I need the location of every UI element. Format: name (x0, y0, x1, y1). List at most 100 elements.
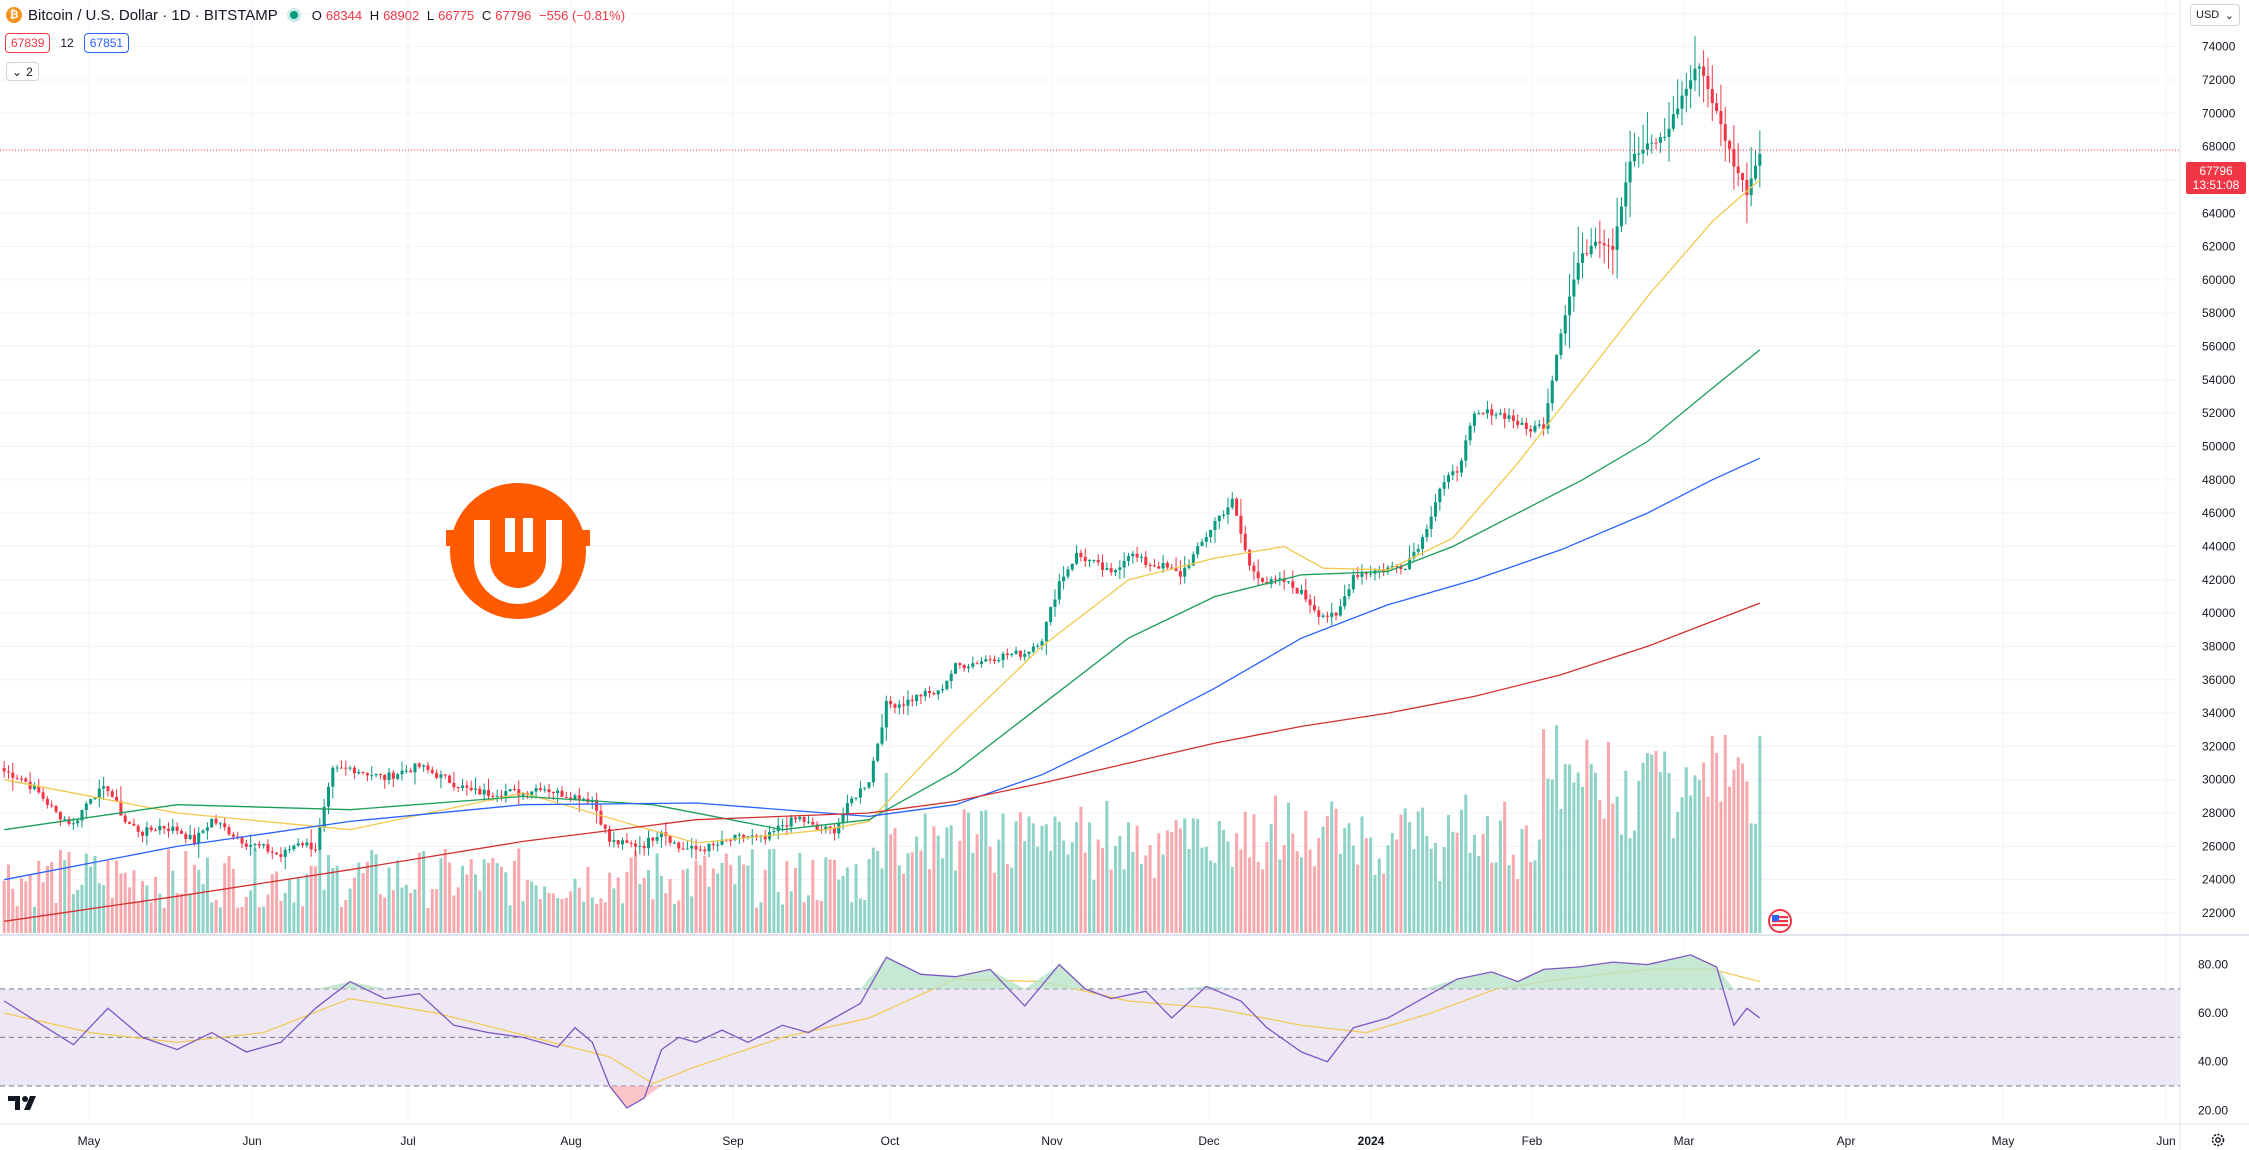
candle-body (603, 824, 607, 829)
candle-body (1516, 420, 1520, 425)
candle-body (249, 845, 253, 847)
volume-bar (110, 897, 114, 933)
volume-bar (1667, 773, 1671, 933)
volume-bar (1092, 879, 1096, 933)
volume-bar (979, 811, 983, 933)
candle-body (1606, 245, 1610, 247)
candle-body (638, 845, 642, 847)
candle-body (1602, 243, 1606, 246)
volume-bar (288, 879, 292, 933)
candle-body (1196, 545, 1200, 555)
candle-body (1628, 161, 1632, 183)
price-axis-label: 64000 (2202, 206, 2236, 220)
candle-body (387, 772, 391, 780)
candle-body (941, 689, 945, 691)
candle-body (1005, 653, 1009, 656)
candle-body (1745, 180, 1749, 196)
volume-bar (1286, 802, 1290, 933)
candle-body (737, 834, 741, 836)
candle-body (1520, 422, 1524, 425)
volume-bar (1598, 799, 1602, 933)
candle-body (711, 843, 715, 846)
volume-bar (1706, 796, 1710, 933)
sell-price-button[interactable]: 67839 (5, 33, 51, 53)
candle-body (1741, 173, 1745, 181)
volume-bar (1126, 822, 1130, 933)
volume-bar (218, 907, 222, 933)
volume-bar (1680, 797, 1684, 933)
volume-bar (28, 875, 32, 933)
us-flag-icon[interactable] (1765, 908, 1795, 934)
volume-bar (192, 864, 196, 933)
volume-bar (1689, 795, 1693, 933)
candle-body (123, 815, 127, 823)
candle-body (266, 844, 270, 852)
volume-bar (949, 825, 953, 933)
candle-body (655, 837, 659, 841)
volume-bar (966, 812, 970, 933)
candle-body (945, 681, 949, 690)
candle-body (1010, 653, 1014, 656)
candle-body (625, 840, 629, 843)
candle-body (50, 804, 54, 806)
candle-body (396, 774, 400, 779)
candle-body (750, 835, 754, 837)
volume-bar (1615, 796, 1619, 933)
moving-average-line (4, 457, 1761, 881)
symbol-title[interactable]: Bitcoin / U.S. Dollar · 1D · BITSTAMP (28, 6, 278, 24)
candle-body (703, 849, 707, 852)
candle-body (448, 775, 452, 783)
volume-bar (253, 848, 257, 933)
candle-body (110, 791, 114, 797)
candle-body (166, 828, 170, 831)
volume-bar (1083, 852, 1087, 933)
candle-body (288, 849, 292, 851)
candle-body (1235, 498, 1239, 516)
volume-bar (1589, 763, 1593, 933)
volume-bar (1334, 808, 1338, 933)
volume-bar (794, 868, 798, 933)
volume-bar (634, 850, 638, 933)
volume-bar (1239, 849, 1243, 933)
volume-bar (201, 884, 205, 933)
volume-bar (954, 870, 958, 933)
volume-bar (352, 877, 356, 933)
volume-bar (672, 904, 676, 933)
candle-body (132, 823, 136, 826)
time-axis-label: Dec (1198, 1134, 1219, 1148)
settings-gear-icon[interactable] (2210, 1132, 2226, 1148)
volume-bar (1096, 839, 1100, 933)
volume-bar (162, 907, 166, 933)
candle-body (1023, 653, 1027, 657)
candle-body (1537, 424, 1541, 426)
volume-bar (1498, 820, 1502, 933)
indicators-toggle-button[interactable]: ⌄ 2 (6, 62, 39, 81)
rsi-overbought-fill (1690, 954, 1717, 989)
candle-body (1075, 552, 1079, 564)
candle-body (1170, 567, 1174, 569)
tradingview-logo-icon[interactable] (8, 1094, 42, 1112)
volume-bar (1256, 861, 1260, 933)
volume-bar (932, 826, 936, 933)
candle-body (642, 845, 646, 849)
volume-bar (923, 813, 927, 933)
currency-select[interactable]: USD ⌄ (2190, 4, 2240, 26)
volume-bar (106, 860, 110, 933)
candle-body (115, 796, 119, 801)
candle-body (1498, 413, 1502, 415)
volume-bar (188, 893, 192, 933)
candle-body (339, 767, 343, 769)
candle-body (1356, 575, 1360, 577)
price-axis: 7600074000720007000068000660006400062000… (2202, 6, 2236, 920)
volume-bar (551, 893, 555, 933)
volume-bar (84, 853, 88, 933)
volume-bar (1511, 854, 1515, 933)
candle-body (651, 837, 655, 841)
candle-body (1269, 579, 1273, 585)
volume-bar (1585, 739, 1589, 933)
volume-bar (1645, 753, 1649, 933)
candle-body (474, 788, 478, 791)
candle-body (512, 789, 516, 791)
buy-price-button[interactable]: 67851 (83, 33, 130, 53)
